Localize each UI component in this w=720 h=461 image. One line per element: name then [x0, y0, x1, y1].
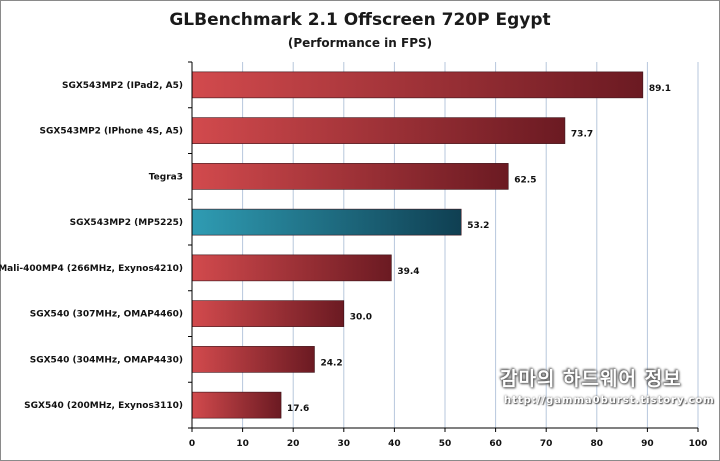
- x-tick-label: 0: [189, 439, 195, 449]
- watermark-text: 감마의 하드웨어 정보: [500, 368, 682, 390]
- x-tick-label: 100: [689, 439, 708, 449]
- watermark-url: http://gamma0burst.tistory.com: [504, 395, 715, 406]
- bar: [191, 208, 462, 236]
- x-axis: 0 10 20 30 40 50 60 70 80 90 100: [188, 61, 708, 449]
- x-tick-label: 40: [388, 439, 401, 449]
- value-labels: 89.1 73.7 62.5 53.2 39.4 30.0 24.2 17.6: [287, 84, 671, 414]
- x-tick-label: 30: [338, 439, 351, 449]
- category-label: SGX540 (304MHz, OMAP4430): [30, 355, 183, 365]
- category-labels: SGX543MP2 (IPad2, A5) SGX543MP2 (IPhone 4…: [0, 81, 183, 411]
- bar: [191, 391, 282, 419]
- category-label: Mali-400MP4 (266MHz, Exynos4210): [0, 264, 183, 274]
- value-label: 53.2: [467, 221, 489, 231]
- chart-subtitle: (Performance in FPS): [287, 36, 433, 50]
- x-tick-label: 80: [591, 439, 604, 449]
- bar: [191, 300, 345, 327]
- bar: [191, 254, 392, 282]
- x-tick-label: 90: [641, 439, 654, 449]
- category-label: Tegra3: [149, 172, 183, 182]
- x-tick-label: 50: [439, 439, 452, 449]
- value-label: 73.7: [571, 130, 593, 140]
- bar: [191, 346, 315, 373]
- value-label: 24.2: [320, 358, 342, 368]
- value-label: 39.4: [397, 267, 419, 277]
- value-label: 89.1: [649, 84, 671, 94]
- category-label: SGX543MP2 (IPhone 4S, A5): [40, 127, 183, 137]
- value-label: 17.6: [287, 404, 309, 414]
- x-tick-label: 70: [540, 439, 553, 449]
- category-label: SGX540 (200MHz, Exynos3110): [24, 401, 183, 411]
- x-tick-label: 20: [287, 439, 300, 449]
- x-tick-label: 60: [489, 439, 502, 449]
- bars: [191, 71, 644, 419]
- value-label: 30.0: [350, 313, 372, 323]
- bar: [191, 71, 644, 99]
- chart-title: GLBenchmark 2.1 Offscreen 720P Egypt: [169, 10, 551, 30]
- bar: [191, 117, 566, 144]
- x-tick-label: 10: [236, 439, 249, 449]
- bar: [191, 163, 509, 190]
- category-label: SGX543MP2 (MP5225): [70, 218, 183, 228]
- value-label: 62.5: [514, 175, 536, 185]
- category-label: SGX540 (307MHz, OMAP4460): [30, 310, 183, 320]
- category-label: SGX543MP2 (IPad2, A5): [62, 81, 183, 91]
